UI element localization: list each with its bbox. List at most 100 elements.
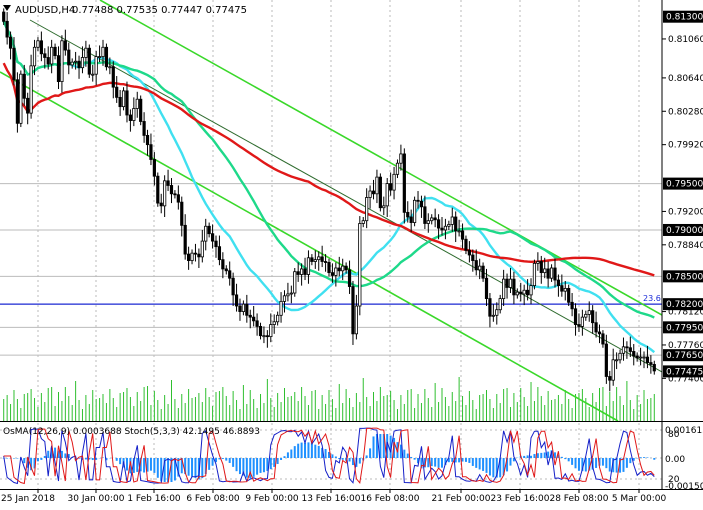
candle-body [543, 268, 547, 274]
candle-body [358, 223, 362, 307]
candle-body [87, 47, 91, 75]
osma-bar [475, 458, 478, 468]
osma-bar [478, 458, 481, 470]
ohlc-quote: 0.77488 0.77535 0.77447 0.77475 [72, 5, 247, 16]
candle-body [245, 303, 249, 316]
osma-bar [619, 458, 622, 473]
osma-bar [228, 458, 231, 463]
candle-body [91, 73, 95, 76]
indicator-tick-label: 80 [668, 430, 680, 440]
candle-body [214, 240, 218, 248]
osma-bar [245, 458, 248, 478]
candle-body [594, 322, 598, 333]
candle-body [375, 176, 379, 195]
osma-bar [403, 449, 406, 458]
symbol-title: AUDUSD,H4 [15, 5, 75, 16]
osma-bar [297, 443, 300, 458]
candle-body [128, 114, 133, 121]
osma-bar [119, 458, 122, 465]
osma-bar [84, 458, 87, 460]
osma-bar [584, 458, 587, 472]
osma-bar [283, 456, 286, 458]
osma-bar [632, 458, 635, 461]
osma-bar [488, 458, 491, 476]
osma-bar [273, 458, 276, 467]
osma-bar [57, 450, 60, 458]
candle-body [132, 108, 136, 121]
candle-body [573, 308, 578, 325]
osma-bar [276, 458, 279, 464]
candle-body [317, 256, 321, 261]
osma-bar [191, 458, 194, 477]
osma-bar [262, 458, 265, 473]
osma-bar [177, 458, 180, 477]
osma-bar [293, 446, 296, 458]
osma-bar [204, 458, 207, 475]
candle-body [341, 265, 345, 272]
candle-body [279, 300, 283, 316]
ma-medium-line [2, 20, 655, 319]
candle-body [190, 252, 194, 261]
candle-body [549, 267, 554, 279]
ma-fast-line [2, 20, 656, 354]
channel-upper-line [99, 0, 662, 316]
candle-body [289, 292, 293, 295]
osma-bar [437, 458, 440, 468]
candle-body [625, 346, 629, 349]
osma-bar [259, 458, 262, 473]
candle-body [169, 185, 174, 195]
candle-body [632, 351, 636, 357]
osma-bar [321, 447, 324, 458]
osma-bar [314, 444, 317, 458]
price-tick-label: 0.77400 [668, 374, 703, 384]
osma-bar [201, 458, 204, 479]
candle-body [296, 271, 300, 275]
price-axis[interactable]: 0.81060 0.80640 0.80280 0.79920 0.79200 0.788… [662, 35, 703, 384]
price-tick-label: 0.78120 [668, 308, 703, 318]
volume-bars [3, 377, 655, 421]
candle-body [159, 202, 163, 207]
candle-body [149, 144, 153, 160]
level-tag [663, 321, 703, 334]
symbol-arrow-icon[interactable] [3, 5, 11, 11]
osma-bar [54, 447, 57, 458]
candle-body [176, 194, 180, 203]
candle-body [577, 324, 581, 327]
osma-bar [413, 458, 416, 460]
candle-body [121, 90, 126, 108]
osma-bar [266, 458, 269, 471]
osma-bar [653, 458, 656, 460]
candle-body [26, 97, 30, 114]
candle-body [330, 272, 335, 276]
osma-bar [622, 458, 625, 472]
candle-body [471, 254, 475, 261]
osma-bar [612, 458, 615, 473]
candle-body [536, 261, 540, 264]
osma-bar [331, 454, 334, 458]
osma-bar [249, 458, 252, 479]
osma-bar [16, 458, 19, 459]
osma-bar [139, 458, 142, 472]
candle-body [615, 359, 619, 362]
candle-body [101, 46, 105, 57]
osma-bar [639, 457, 642, 458]
osma-bar [125, 458, 128, 471]
osma-bar [211, 458, 214, 466]
candle-body [382, 205, 386, 209]
candlesticks [2, 8, 656, 392]
osma-bar [23, 458, 26, 464]
time-tick: 25 Jan 2018 [1, 494, 55, 504]
time-axis[interactable]: 25 Jan 2018 30 Jan 00:00 1 Feb 16:00 6 Feb … [1, 489, 666, 504]
osma-bar [197, 458, 200, 480]
price-tags: 0.81300 0.79500 0.79000 0.78500 0.78200 0.779… [663, 10, 703, 378]
candle-body [457, 230, 461, 233]
osma-bar [543, 452, 546, 458]
candle-body [115, 86, 119, 98]
osma-bar [153, 458, 156, 473]
candle-body [402, 153, 406, 213]
price-tick-label: 0.79200 [668, 207, 703, 217]
candle-body [416, 199, 420, 202]
osma-bar [307, 442, 310, 458]
